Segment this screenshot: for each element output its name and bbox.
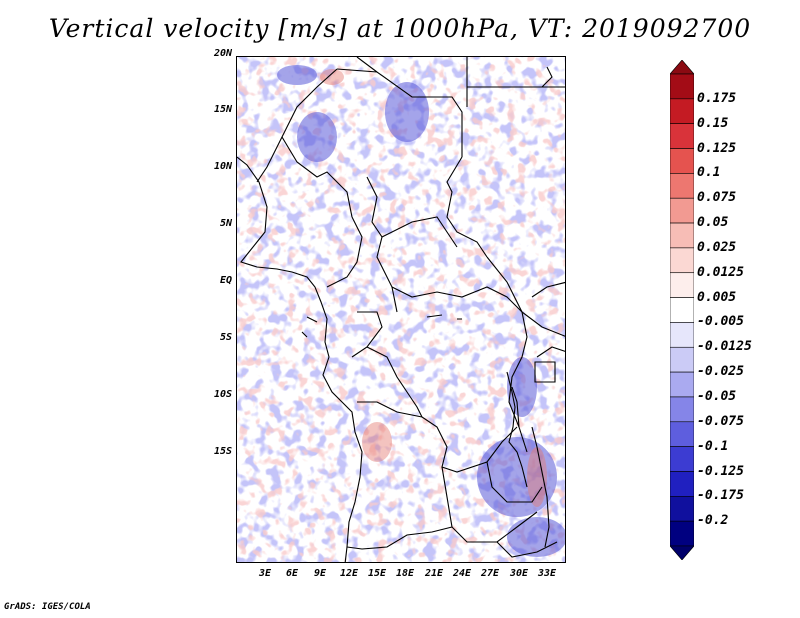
colorbar-label: 0.005 (697, 289, 737, 305)
colorbar-swatch (670, 173, 694, 199)
lat-label-5s: 5S (219, 332, 232, 343)
colorbar-label: -0.1 (697, 438, 729, 454)
colorbar-top-arrow (670, 60, 694, 75)
colorbar-label: 0.05 (697, 215, 729, 231)
colorbar-label: 0.0125 (697, 264, 744, 280)
colorbar-swatch (670, 272, 694, 298)
colorbar-label: -0.005 (697, 314, 744, 330)
colorbar-label: 0.175 (697, 90, 737, 106)
colorbar-swatch (670, 396, 694, 423)
lat-label-10s: 10S (213, 389, 232, 400)
colorbar-label: -0.0125 (697, 339, 752, 355)
lon-label-33e: 33E (537, 568, 557, 579)
lon-label-6e: 6E (285, 568, 299, 579)
upward-regions (320, 69, 547, 507)
colorbar-swatch (670, 346, 694, 373)
africa-map (237, 57, 565, 562)
colorbar-swatch (670, 197, 694, 224)
lon-label-30e: 30E (509, 568, 529, 579)
colorbar-swatch (670, 520, 694, 547)
lat-label-10n: 10N (213, 161, 232, 172)
lat-label-eq: EQ (219, 275, 232, 286)
lat-label-15s: 15S (213, 446, 232, 457)
colorbar-swatch (670, 371, 694, 398)
colorbar-swatch (670, 322, 694, 348)
colorbar-bottom-arrow (670, 545, 694, 560)
colorbar (670, 60, 694, 560)
grads-credit: GrADS: IGES/COLA (4, 602, 91, 612)
colorbar-label: 0.125 (697, 140, 737, 156)
colorbar-swatch (670, 222, 694, 249)
colorbar-swatch (670, 471, 694, 497)
colorbar-label: -0.175 (697, 488, 744, 504)
lon-label-21e: 21E (424, 568, 444, 579)
lat-label-5n: 5N (219, 218, 232, 229)
lon-label-18e: 18E (395, 568, 415, 579)
colorbar-label: -0.075 (697, 413, 744, 429)
colorbar-swatch (670, 123, 694, 149)
lon-label-3e: 3E (258, 568, 272, 579)
lon-label-24e: 24E (452, 568, 472, 579)
colorbar-label: 0.075 (697, 190, 737, 206)
colorbar-swatch (670, 148, 694, 174)
colorbar-swatch (670, 297, 694, 323)
lon-label-27e: 27E (480, 568, 500, 579)
colorbar-swatch (670, 446, 694, 472)
colorbar-label: 0.15 (697, 115, 729, 131)
colorbar-swatch (670, 496, 694, 522)
map-title: Vertical velocity [m/s] at 1000hPa, VT: … (48, 14, 752, 43)
map-panel (236, 56, 566, 563)
colorbar-label: -0.2 (697, 513, 729, 529)
colorbar-swatch (670, 98, 694, 124)
colorbar-swatch (670, 73, 694, 100)
lat-label-20n: 20N (213, 48, 232, 59)
lon-label-15e: 15E (367, 568, 387, 579)
colorbar-label: -0.05 (697, 388, 737, 404)
colorbar-label: -0.125 (697, 463, 744, 479)
lon-label-9e: 9E (313, 568, 327, 579)
colorbar-label: 0.025 (697, 239, 737, 255)
colorbar-swatch (670, 421, 694, 447)
lon-label-12e: 12E (339, 568, 359, 579)
colorbar-swatch (670, 247, 694, 274)
coastlines-borders (237, 57, 565, 562)
colorbar-label: -0.025 (697, 364, 744, 380)
lat-label-15n: 15N (213, 104, 232, 115)
colorbar-label: 0.1 (697, 165, 721, 181)
